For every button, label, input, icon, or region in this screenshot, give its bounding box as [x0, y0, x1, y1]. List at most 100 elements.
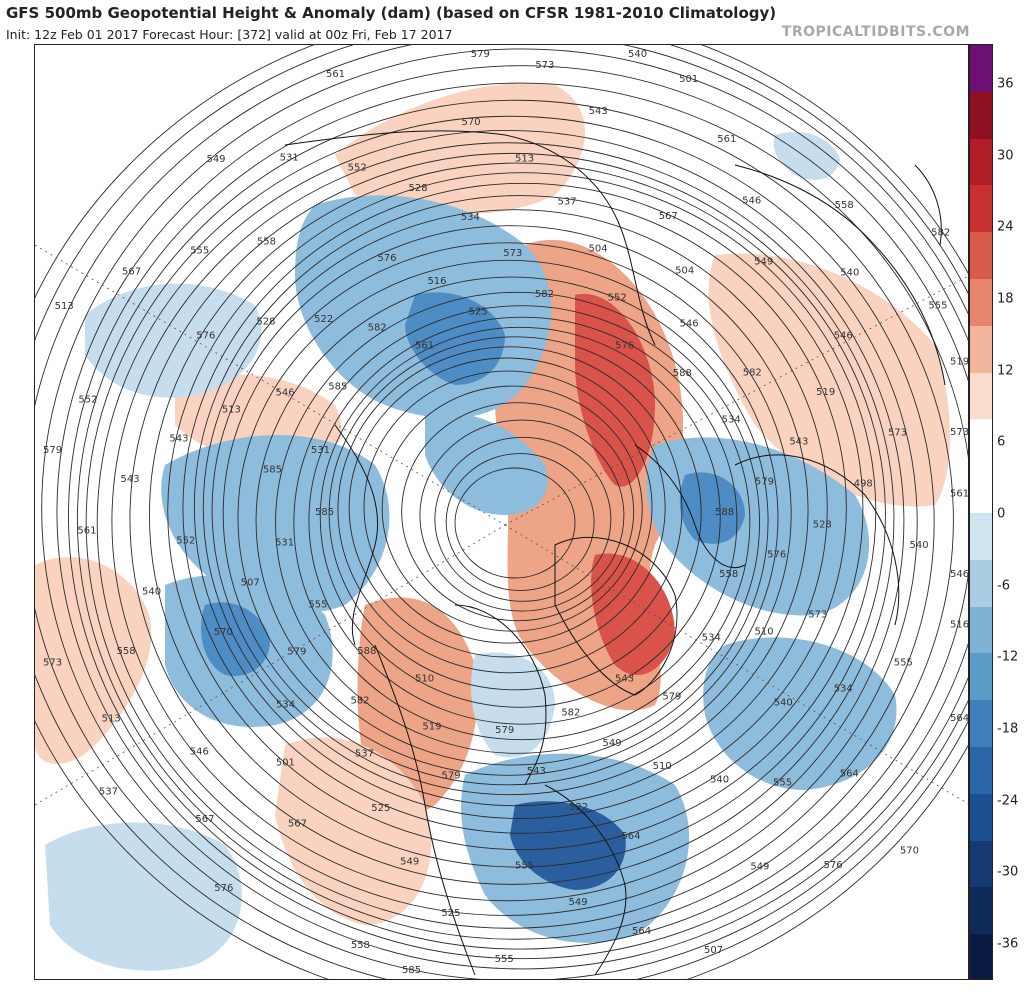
contour-label: 582	[931, 227, 950, 238]
contour-label: 576	[214, 883, 233, 894]
colorbar-segment	[970, 559, 992, 608]
anomaly-positive-greenland-south	[591, 553, 675, 675]
contour-label: 582	[561, 708, 580, 719]
contour-label: 552	[176, 535, 195, 546]
contour-label: 567	[659, 211, 678, 222]
height-contour-line	[308, 316, 738, 725]
height-contour-line	[401, 402, 635, 622]
height-contour-line	[68, 82, 968, 950]
height-contour-line	[56, 65, 968, 959]
contour-label: 525	[469, 306, 488, 317]
colorbar-segment	[970, 747, 992, 795]
contour-label: 579	[43, 445, 62, 456]
height-contour-line	[41, 48, 968, 970]
graticule-line	[35, 524, 506, 806]
height-contour-line	[328, 336, 702, 691]
contour-label: 540	[142, 586, 161, 597]
map-title: GFS 500mb Geopotential Height & Anomaly …	[6, 4, 777, 22]
contour-label: 552	[348, 162, 367, 173]
coastline-europe	[734, 454, 900, 626]
contour-label: 537	[355, 748, 374, 759]
contour-label: 555	[190, 245, 209, 256]
contour-label: 558	[257, 237, 276, 248]
contour-label: 558	[719, 569, 738, 580]
contour-label: 519	[950, 356, 969, 367]
coastline-japan	[914, 164, 942, 246]
contour-label: 573	[535, 60, 554, 71]
contour-label: 552	[78, 395, 97, 406]
contour-label: 507	[704, 945, 723, 956]
contour-label: 555	[894, 658, 913, 669]
colorbar-tick-label: -18	[997, 721, 1019, 737]
contour-label: 549	[206, 154, 225, 165]
colorbar-segment	[970, 325, 992, 374]
height-contour-line	[255, 276, 769, 766]
contour-label: 525	[441, 908, 460, 919]
colorbar-segment	[970, 934, 992, 979]
contour-label: 564	[950, 713, 969, 724]
contour-label: 507	[241, 578, 260, 589]
height-contour-line	[85, 115, 935, 929]
colorbar-tick-label: 6	[997, 434, 1006, 450]
graticule	[35, 244, 968, 806]
coastline-hudson	[454, 604, 547, 786]
contour-label: 528	[409, 183, 428, 194]
colorbar-segment	[970, 513, 992, 561]
contour-label: 582	[535, 289, 554, 300]
height-contour-line	[454, 467, 576, 579]
contour-label: 531	[275, 537, 294, 548]
contour-label: 501	[276, 758, 295, 769]
coastline-scandinavia	[634, 444, 746, 569]
contour-label: 534	[276, 700, 295, 711]
anomaly-negative-hudson	[471, 652, 555, 758]
height-contour-line	[193, 195, 847, 819]
contour-label: 555	[928, 300, 947, 311]
colorbar-segment	[970, 793, 992, 842]
contour-label: 525	[371, 803, 390, 814]
colorbar-segment	[970, 185, 992, 234]
colorbar-tick-label: -36	[997, 936, 1019, 952]
height-contour-line	[76, 99, 954, 940]
contour-label: 552	[608, 292, 627, 303]
contour-label: 564	[840, 769, 859, 780]
anomaly-negative-russia-north	[773, 131, 840, 180]
contour-label: 579	[471, 49, 490, 60]
contour-label: 585	[328, 381, 347, 392]
colorbar-tick-label: 36	[997, 76, 1014, 92]
contour-label: 543	[615, 673, 634, 684]
contour-label: 543	[589, 106, 608, 117]
contour-label: 513	[102, 714, 121, 725]
contour-label: 561	[415, 341, 434, 352]
contour-label: 576	[377, 253, 396, 264]
anomaly-negative-arctic-ocean	[425, 412, 548, 515]
contour-label: 543	[169, 433, 188, 444]
height-contour-line	[434, 436, 612, 602]
contour-label: 570	[900, 846, 919, 857]
contour-label: 516	[427, 276, 446, 287]
contour-label: 576	[615, 341, 634, 352]
coastline-greenland	[554, 536, 678, 696]
map-panel: 588 588 582 579 585 582 579 576 573 570 567 564 576 5…	[34, 44, 969, 980]
height-contour-line	[293, 305, 751, 741]
anomaly-negative-europe-core	[679, 472, 745, 544]
anomaly-positive-western-na-light	[275, 737, 432, 925]
contour-label: 537	[558, 197, 577, 208]
colorbar-segment	[970, 279, 992, 327]
contour-label: 585	[315, 507, 334, 518]
colorbar-tick-label: -30	[997, 864, 1019, 880]
contour-label: 519	[422, 722, 441, 733]
contour-label: 579	[441, 770, 460, 781]
map-subtitle: Init: 12z Feb 01 2017 Forecast Hour: [37…	[6, 27, 453, 42]
height-contour-line	[111, 142, 905, 902]
coastline-western-na	[374, 644, 476, 976]
contour-label: 510	[415, 673, 434, 684]
anomaly-negative-eastern-na-core	[510, 801, 626, 890]
contour-label: 534	[722, 414, 741, 425]
contour-label: 582	[368, 323, 387, 334]
colorbar-tick-label: 30	[997, 148, 1014, 164]
anomaly-colorbar	[969, 44, 993, 980]
contour-label: 567	[122, 267, 141, 278]
contour-label: 549	[750, 862, 769, 873]
contour-label: 534	[461, 212, 480, 223]
contour-label: 549	[754, 256, 773, 267]
